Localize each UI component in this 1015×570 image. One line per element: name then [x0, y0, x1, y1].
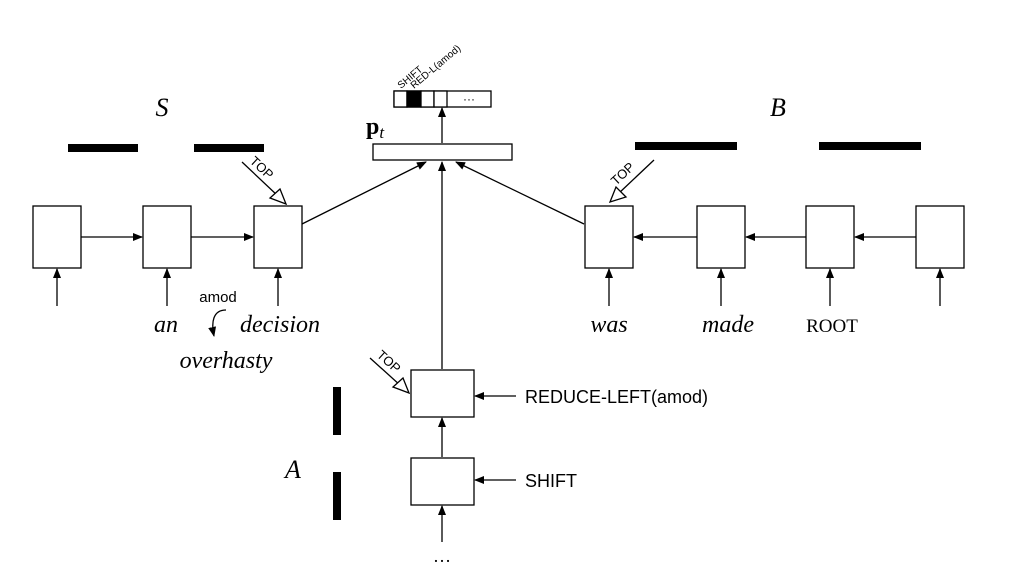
- buffer-node-1: [584, 205, 634, 269]
- stack-top-label: TOP: [247, 153, 277, 182]
- stack-node-1: [32, 205, 82, 269]
- stack-label: S: [156, 93, 169, 122]
- amod-arc: [208, 309, 227, 337]
- action-shift-label: SHIFT: [525, 471, 577, 491]
- stack-word-an: an: [154, 312, 178, 338]
- pt-label-bold: p: [366, 114, 379, 140]
- action-history-ellipsis: …: [433, 546, 451, 566]
- actions-bar-1: [333, 387, 341, 435]
- action-node-reduce-left: [410, 369, 475, 418]
- stack-top-pointer: TOP: [241, 153, 288, 206]
- stack-child-overhasty: overhasty: [180, 348, 273, 374]
- output-cell-4: [433, 90, 448, 108]
- buffer-word-was: was: [590, 312, 627, 338]
- stack-bar-2: [194, 144, 264, 152]
- amod-label: amod: [199, 289, 237, 306]
- buffer-node-4: [915, 205, 965, 269]
- output-cell-red-left: [406, 90, 422, 108]
- buffer-node-3: [805, 205, 855, 269]
- buffer-to-pt-arrow: [455, 161, 585, 225]
- buffer-bar-2: [819, 142, 921, 150]
- pt-label: pt: [366, 114, 385, 142]
- pt-vector: [372, 143, 513, 161]
- buffer-top-label: TOP: [608, 159, 638, 188]
- actions-bar-2: [333, 472, 341, 520]
- output-cell-3: [420, 90, 435, 108]
- actions-top-pointer: TOP: [369, 347, 411, 395]
- actions-label: A: [283, 455, 301, 484]
- output-cell-ellipsis: ···: [463, 92, 475, 106]
- buffer-label: B: [770, 93, 786, 122]
- stack-bar-1: [68, 144, 138, 152]
- stack-to-pt-arrow: [301, 161, 427, 225]
- actions-top-label: TOP: [374, 347, 404, 376]
- action-reduce-left-label: REDUCE-LEFT(amod): [525, 387, 708, 407]
- buffer-bar-1: [635, 142, 737, 150]
- buffer-word-made: made: [702, 312, 754, 338]
- action-node-shift: [410, 457, 475, 506]
- stack-word-decision: decision: [240, 312, 320, 338]
- buffer-word-root: ROOT: [806, 316, 858, 337]
- stack-node-3: [253, 205, 303, 269]
- buffer-node-2: [696, 205, 746, 269]
- stack-node-2: [142, 205, 192, 269]
- pt-label-sub: t: [379, 123, 385, 142]
- output-cell-shift: [393, 90, 408, 108]
- buffer-top-pointer: TOP: [608, 159, 655, 204]
